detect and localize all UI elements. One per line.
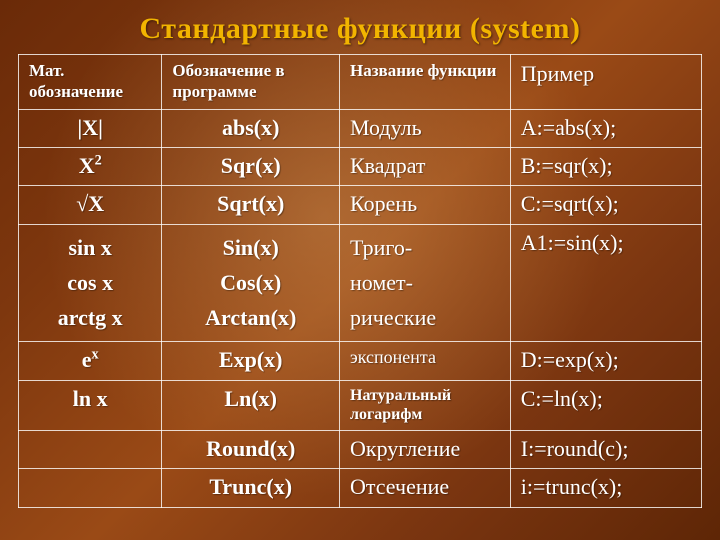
cell-name: Квадрат bbox=[340, 147, 511, 185]
cell-name: Отсечение bbox=[340, 469, 511, 507]
cell-example: D:=exp(x); bbox=[510, 342, 701, 380]
cell-name: экспонента bbox=[340, 342, 511, 380]
cell-prog: Ln(x) bbox=[162, 380, 340, 430]
cell-name: Триго-номет-рические bbox=[340, 224, 511, 342]
col-header-math: Мат. обозначение bbox=[19, 55, 162, 110]
cell-math bbox=[19, 469, 162, 507]
cell-math: |X| bbox=[19, 109, 162, 147]
cell-math: sin xcos xarctg x bbox=[19, 224, 162, 342]
cell-example: A:=abs(x); bbox=[510, 109, 701, 147]
table-row: exExp(x)экспонентаD:=exp(x); bbox=[19, 342, 702, 380]
cell-prog: Round(x) bbox=[162, 431, 340, 469]
cell-prog: abs(x) bbox=[162, 109, 340, 147]
cell-math: ex bbox=[19, 342, 162, 380]
cell-prog: Sqrt(x) bbox=[162, 186, 340, 224]
cell-example: C:=ln(x); bbox=[510, 380, 701, 430]
table-body: |X|abs(x)МодульA:=abs(x);X2Sqr(x)Квадрат… bbox=[19, 109, 702, 507]
table-row: Round(x)ОкруглениеI:=round(c); bbox=[19, 431, 702, 469]
cell-name: Корень bbox=[340, 186, 511, 224]
col-header-prog: Обозначение в программе bbox=[162, 55, 340, 110]
cell-prog: Sqr(x) bbox=[162, 147, 340, 185]
cell-prog: Exp(x) bbox=[162, 342, 340, 380]
cell-math: √X bbox=[19, 186, 162, 224]
cell-prog: Sin(x)Cos(x)Arctan(x) bbox=[162, 224, 340, 342]
cell-example: A1:=sin(x); bbox=[510, 224, 701, 342]
slide-title: Стандартные функции (system) bbox=[18, 12, 702, 46]
col-header-name: Название функции bbox=[340, 55, 511, 110]
table-header-row: Мат. обозначение Обозначение в программе… bbox=[19, 55, 702, 110]
table-row: X2Sqr(x)КвадратB:=sqr(x); bbox=[19, 147, 702, 185]
cell-name: Модуль bbox=[340, 109, 511, 147]
cell-example: B:=sqr(x); bbox=[510, 147, 701, 185]
cell-example: i:=trunc(x); bbox=[510, 469, 701, 507]
table-row: Trunc(x)Отсечениеi:=trunc(x); bbox=[19, 469, 702, 507]
cell-name: Округление bbox=[340, 431, 511, 469]
cell-math bbox=[19, 431, 162, 469]
slide: Стандартные функции (system) Мат. обозна… bbox=[0, 0, 720, 540]
col-header-example: Пример bbox=[510, 55, 701, 110]
cell-prog: Trunc(x) bbox=[162, 469, 340, 507]
functions-table: Мат. обозначение Обозначение в программе… bbox=[18, 54, 702, 508]
cell-name: Натуральный логарифм bbox=[340, 380, 511, 430]
table-row: sin xcos xarctg xSin(x)Cos(x)Arctan(x)Тр… bbox=[19, 224, 702, 342]
cell-example: C:=sqrt(x); bbox=[510, 186, 701, 224]
cell-math: ln x bbox=[19, 380, 162, 430]
cell-math: X2 bbox=[19, 147, 162, 185]
table-row: |X|abs(x)МодульA:=abs(x); bbox=[19, 109, 702, 147]
table-row: ln xLn(x)Натуральный логарифмC:=ln(x); bbox=[19, 380, 702, 430]
table-row: √XSqrt(x)КореньC:=sqrt(x); bbox=[19, 186, 702, 224]
cell-example: I:=round(c); bbox=[510, 431, 701, 469]
